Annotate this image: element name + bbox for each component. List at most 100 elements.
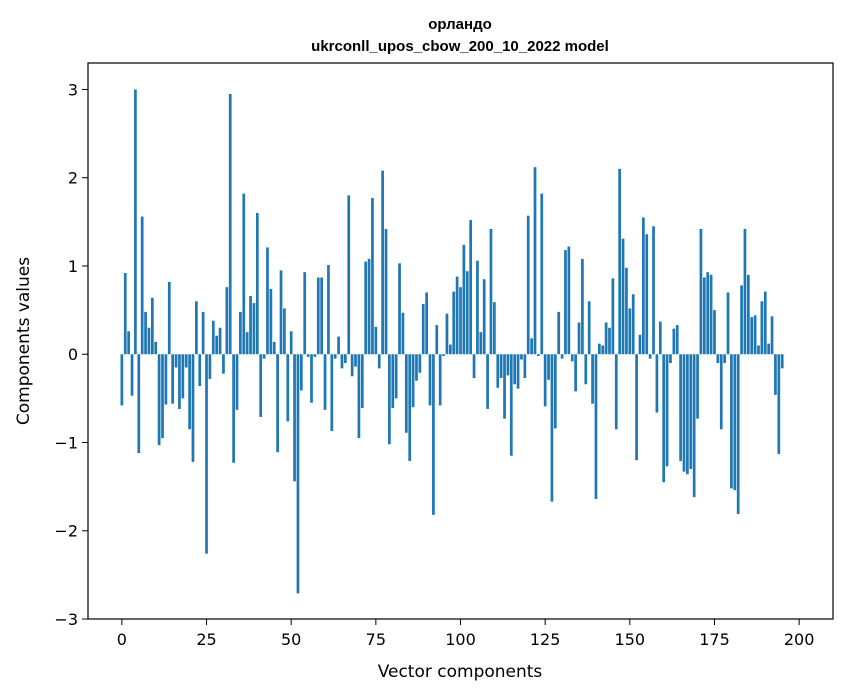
y-axis-ticks: −3 −2 −1 0 1 2 3 [54,80,88,629]
bar [171,354,175,404]
y-tick-label: 2 [68,169,78,188]
bar [767,343,771,355]
bar [642,217,645,355]
bar [459,287,462,355]
bar [411,354,415,408]
bar [713,310,716,355]
bar [391,354,395,409]
bar [669,354,672,364]
bar [123,273,127,355]
bar [147,327,151,355]
bar [760,301,764,355]
x-tick-label: 175 [699,630,730,649]
bar [266,247,269,355]
bar [347,195,351,355]
bar [591,354,594,404]
bar [191,354,195,462]
bar [157,354,161,446]
bar [611,278,615,355]
bar [272,341,276,355]
bar [374,326,378,355]
bar [333,354,337,359]
bar [686,354,689,475]
bar [388,354,391,445]
bar [137,354,141,454]
bar [313,354,317,357]
bar [293,354,296,482]
bar [259,354,263,417]
bars [120,89,784,594]
bar [320,277,324,355]
bar [354,354,357,367]
bar [181,354,185,399]
bar [401,312,405,355]
chart-subtitle: ukrconll_upos_cbow_200_10_2022 model [311,38,609,55]
bar [245,332,249,355]
bar [455,276,459,355]
x-tick-label: 100 [445,630,476,649]
bar [279,270,283,355]
bar [174,354,178,368]
bar [195,301,198,355]
bar [188,354,191,430]
y-tick-label: 3 [68,80,78,99]
bar [415,354,418,381]
bar [340,354,344,369]
bar [283,308,286,355]
bar [482,279,486,355]
bar [215,335,219,355]
bar [208,354,212,379]
bar [750,317,754,355]
bar [296,354,300,594]
bar [178,354,181,409]
bar [398,263,401,355]
x-tick-label: 0 [117,630,127,649]
bar [408,354,412,462]
bar [344,354,347,364]
x-tick-label: 50 [281,630,301,649]
bar [570,354,574,362]
bar [574,354,577,392]
bar [645,234,649,355]
bar [706,272,710,355]
bar [205,354,208,554]
bar [316,277,320,355]
bar [432,354,435,515]
bar [652,226,655,355]
bar [638,334,642,355]
bar [239,311,242,355]
bar [520,354,523,360]
bar [303,272,307,355]
bar [702,277,706,355]
bar [228,93,232,355]
bar [127,331,130,355]
bar [513,354,517,385]
bar [130,354,134,396]
bar [428,354,432,406]
bar [323,354,327,410]
bar [774,354,777,395]
bar [479,332,483,355]
chart-title: орландо [428,16,492,33]
bar [134,89,137,355]
bar [242,193,246,355]
bar [184,354,188,368]
bar [164,354,168,405]
y-tick-label: 1 [68,257,78,276]
bar [533,167,537,355]
bar [421,303,425,355]
bar [462,244,466,355]
bar [597,343,601,355]
bar [150,297,154,355]
bar [503,354,506,419]
bar [232,354,235,463]
bar [360,354,364,409]
bar [337,336,340,355]
bar [682,354,686,472]
x-tick-label: 125 [530,630,561,649]
bar [618,168,622,355]
y-tick-label: −2 [54,522,78,541]
x-tick-label: 75 [366,630,386,649]
bar [777,354,781,454]
